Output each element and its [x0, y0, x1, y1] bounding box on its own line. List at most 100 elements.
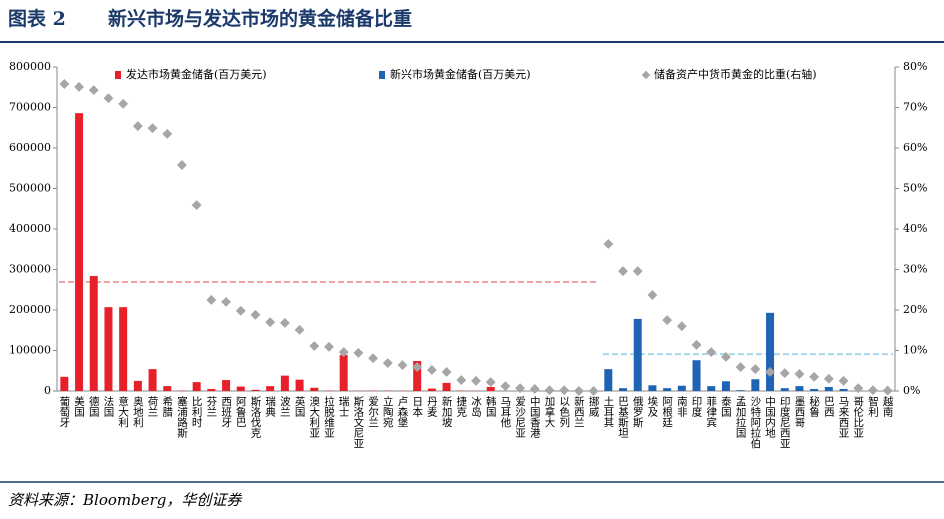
- y-tick-label: 300000: [9, 263, 51, 276]
- diamond-marker: [147, 123, 158, 134]
- x-tick-label: 澳大利亚: [308, 395, 320, 438]
- x-tick-label: 荷兰: [147, 396, 159, 417]
- diamond-marker: [573, 386, 584, 396]
- diamond-marker: [515, 383, 526, 394]
- bar: [163, 386, 172, 391]
- y2-tick-label: 30%: [903, 263, 927, 276]
- diamond-marker: [177, 160, 187, 170]
- diamond-marker: [162, 128, 173, 139]
- diamond-marker: [118, 98, 129, 109]
- diamond-marker: [368, 353, 379, 364]
- bar: [486, 386, 495, 391]
- bar: [148, 369, 157, 391]
- x-tick-label: 爱尔兰: [367, 395, 379, 427]
- diamond-marker: [426, 364, 437, 375]
- x-tick-label: 智利: [867, 395, 879, 417]
- x-tick-label: 瑞典: [264, 396, 276, 418]
- diamond-marker: [529, 384, 540, 394]
- diamond-marker: [59, 79, 70, 89]
- y2-tick-label: 80%: [903, 60, 927, 73]
- diamond-marker: [221, 296, 232, 307]
- y-tick-label: 600000: [9, 141, 51, 154]
- x-tick-label: 德国: [88, 395, 100, 418]
- x-tick-label: 俄罗斯: [632, 396, 644, 428]
- x-tick-label: 马来西亚: [838, 396, 850, 438]
- x-tick-label: 英国: [294, 395, 306, 418]
- diamond-marker: [250, 309, 261, 320]
- x-tick-label: 瑞士: [338, 396, 350, 417]
- diamond-marker: [647, 290, 658, 300]
- x-tick-label: 土耳其: [602, 395, 614, 428]
- y-tick-label: 500000: [9, 182, 51, 195]
- x-tick-label: 立陶宛: [382, 395, 394, 428]
- diamond-marker: [206, 294, 217, 305]
- diamond-marker: [632, 266, 643, 277]
- diamond-marker: [191, 200, 202, 211]
- bar: [207, 388, 216, 391]
- x-tick-label: 南非: [676, 395, 688, 418]
- bar: [766, 312, 775, 391]
- x-tick-label: 爱沙尼亚: [514, 395, 526, 438]
- bar: [75, 113, 84, 392]
- y-tick-label: 800000: [9, 60, 51, 73]
- diamond-marker: [720, 352, 731, 362]
- x-tick-label: 波兰: [279, 395, 291, 417]
- x-tick-label: 丹麦: [426, 396, 438, 418]
- x-tick-label: 沙特阿拉伯: [749, 396, 761, 449]
- diamond-marker: [485, 377, 496, 388]
- bar: [413, 361, 422, 391]
- y-tick-label: 100000: [9, 344, 51, 357]
- bar: [648, 385, 657, 391]
- diamond-marker: [279, 318, 290, 328]
- diamond-marker: [309, 341, 320, 351]
- x-tick-label: 比利时: [191, 395, 203, 427]
- diamond-marker: [412, 362, 423, 373]
- legend-label: 储备资产中货币黄金的比重(右轴): [654, 67, 817, 81]
- y-tick-label: 700000: [9, 101, 51, 114]
- bar: [663, 388, 672, 391]
- bar: [795, 386, 804, 391]
- diamond-marker: [382, 358, 393, 369]
- diamond-marker: [662, 315, 673, 326]
- bar: [677, 385, 686, 391]
- x-tick-label: 冰岛: [470, 395, 482, 418]
- diamond-marker: [853, 383, 864, 394]
- diamond-marker: [765, 367, 775, 377]
- y2-tick-label: 70%: [903, 101, 927, 114]
- diamond-marker: [353, 347, 364, 358]
- y-tick-label: 0: [44, 384, 51, 397]
- diamond-marker: [544, 385, 555, 396]
- x-tick-label: 美国: [73, 395, 85, 418]
- x-tick-label: 孟加拉国: [735, 396, 747, 439]
- x-tick-label: 斯洛伐克: [249, 395, 261, 439]
- diamond-marker: [265, 317, 276, 328]
- bar: [295, 379, 304, 391]
- diamond-marker: [441, 367, 452, 377]
- y2-tick-label: 60%: [903, 141, 927, 154]
- x-tick-label: 拉脱维亚: [323, 395, 335, 438]
- x-tick-label: 巴基斯坦: [617, 396, 629, 438]
- diamond-marker: [706, 347, 717, 358]
- bar: [619, 388, 628, 391]
- bar: [222, 380, 231, 391]
- x-tick-label: 中国香港: [529, 395, 541, 438]
- bar: [119, 307, 128, 391]
- diamond-marker: [676, 321, 687, 332]
- bar: [104, 307, 113, 391]
- diamond-marker: [809, 371, 820, 382]
- x-tick-label: 希腊: [161, 395, 173, 418]
- y-tick-label: 200000: [9, 303, 51, 316]
- x-tick-label: 印度尼西亚: [779, 396, 791, 449]
- legend-swatch: [641, 70, 651, 80]
- legend-swatch: [115, 71, 121, 79]
- x-tick-label: 中国内地: [764, 395, 776, 438]
- diamond-marker: [74, 81, 85, 92]
- x-tick-label: 哥伦比亚: [852, 396, 864, 438]
- legend-label: 发达市场黄金储备(百万美元): [126, 67, 267, 81]
- bar: [633, 318, 642, 391]
- y2-tick-label: 40%: [903, 222, 927, 235]
- x-tick-label: 新加坡: [441, 395, 453, 428]
- x-tick-label: 菲律宾: [705, 396, 717, 428]
- diamond-marker: [324, 341, 334, 352]
- bar: [89, 275, 98, 391]
